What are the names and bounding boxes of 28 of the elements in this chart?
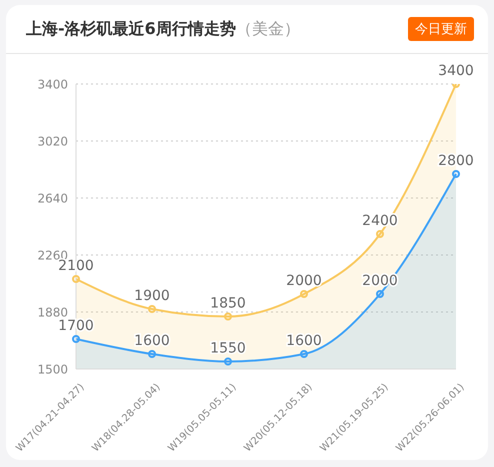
data-label: 1600	[134, 333, 170, 349]
point	[148, 350, 156, 358]
point	[224, 312, 232, 320]
point	[300, 350, 308, 358]
data-label: 1600	[286, 333, 322, 349]
point	[376, 230, 384, 238]
data-label: 2800	[438, 153, 474, 169]
point	[300, 290, 308, 298]
data-label: 1700	[58, 318, 94, 334]
point	[376, 290, 384, 298]
data-label: 2100	[58, 258, 94, 274]
data-label: 3400	[438, 63, 474, 79]
point	[72, 275, 80, 283]
y-tick-label: 3400	[37, 77, 68, 92]
chart-subtitle: （美金）	[236, 18, 300, 38]
point	[224, 358, 232, 366]
data-label: 1900	[134, 288, 170, 304]
y-tick-label: 1880	[37, 305, 68, 320]
point	[452, 170, 460, 178]
point	[148, 305, 156, 313]
data-label: 1550	[210, 340, 246, 356]
point	[72, 335, 80, 343]
data-label: 2000	[286, 273, 322, 289]
data-label: 1850	[210, 296, 246, 312]
y-tick-label: 1500	[37, 362, 68, 376]
y-tick-label: 3020	[37, 134, 68, 148]
y-tick-label: 2640	[37, 191, 68, 206]
text: 今日更新	[408, 17, 474, 41]
